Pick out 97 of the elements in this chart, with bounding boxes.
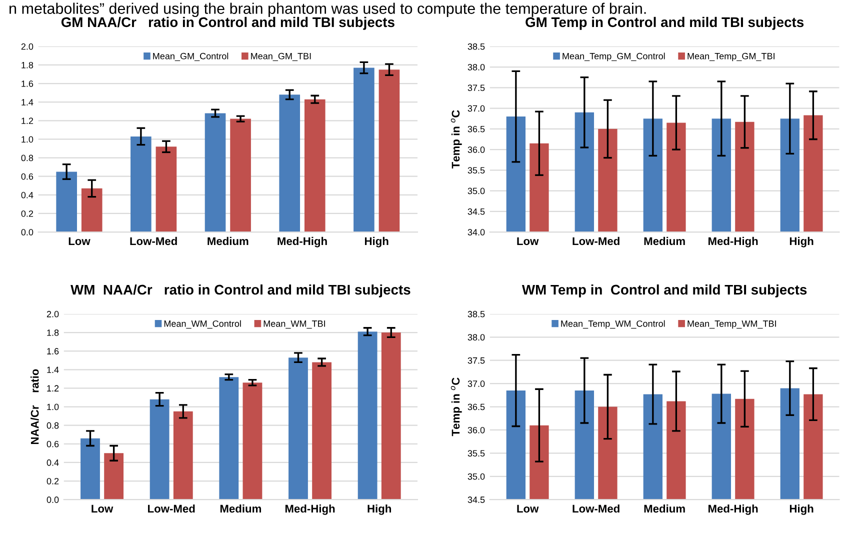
x-tick-label: High — [364, 236, 388, 248]
bar — [312, 362, 332, 500]
y-tick-label: 2.0 — [46, 310, 59, 318]
x-tick-label: Med-High — [285, 504, 335, 515]
y-tick-label: 0.6 — [46, 440, 59, 448]
x-tick-label: Medium — [644, 236, 685, 246]
x-tick-label: Med-High — [278, 236, 327, 248]
y-tick-label: 36.5 — [468, 404, 485, 410]
y-tick-label: 1.8 — [22, 62, 34, 68]
y-tick-label: 1.0 — [22, 136, 34, 143]
x-tick-label: Low-Med — [148, 504, 195, 513]
x-tick-label: Low-Med — [130, 236, 177, 246]
y-tick-label: 1.8 — [47, 329, 59, 336]
bar — [173, 411, 193, 500]
y-tick-label: 1.0 — [47, 404, 59, 410]
bar — [279, 94, 300, 232]
y-tick-label: 37.0 — [468, 105, 485, 112]
y-tick-label: 1.6 — [47, 348, 59, 354]
chart-title: GM NAA/Cr ratio in Control and mild TBI subjects — [61, 16, 394, 30]
x-tick-label: High — [790, 504, 814, 515]
y-tick-label: 0.2 — [46, 478, 59, 484]
y-tick-label: 0.8 — [46, 422, 59, 429]
legend-label: Mean_Temp_WM_Control — [561, 320, 665, 329]
bar — [242, 382, 262, 500]
y-tick-label: 0.4 — [46, 459, 59, 466]
bar — [288, 358, 308, 500]
y-tick-label: 0.4 — [21, 192, 34, 198]
bar — [104, 453, 124, 500]
x-tick-label: High — [368, 504, 392, 515]
legend-label: Mean_Temp_WM_TBI — [688, 320, 776, 329]
y-tick-label: 34.5 — [468, 496, 485, 503]
y-tick-label: 0.0 — [21, 229, 34, 236]
y-axis-title: NAA/Cr ratio — [30, 369, 39, 444]
x-tick-label: Low — [92, 504, 114, 513]
y-tick-label: 36.5 — [468, 126, 485, 132]
bar — [304, 99, 326, 232]
y-tick-label: 1.4 — [22, 99, 34, 106]
bar — [130, 136, 152, 232]
x-tick-label: Medium — [208, 236, 248, 246]
y-tick-label: 1.2 — [22, 118, 34, 124]
y-tick-label: 38.0 — [468, 64, 485, 70]
legend-label: Mean_Temp_GM_TBI — [688, 52, 774, 62]
y-tick-label: 38.5 — [468, 43, 485, 50]
y-tick-label: 38.0 — [468, 334, 485, 341]
y-tick-label: 37.0 — [468, 380, 485, 387]
y-tick-label: 36.0 — [468, 146, 485, 153]
x-tick-label: Med-High — [708, 504, 758, 515]
y-tick-label: 1.6 — [22, 80, 34, 87]
y-axis-title: Temp in $^{o}$C — [450, 110, 462, 169]
text: n metabolites” derived using the brain phantom was used to compute the temperature of brain. — [10, 2, 646, 17]
y-tick-label: 0.6 — [21, 173, 34, 180]
y-tick-label: 2.0 — [21, 43, 34, 50]
y-axis-title: Temp in $^{o}$C — [450, 378, 462, 436]
x-tick-label: High — [790, 236, 814, 248]
bar — [230, 118, 251, 232]
x-tick-label: Medium — [220, 504, 261, 513]
x-tick-label: Med-High — [708, 236, 758, 248]
bar — [150, 399, 170, 500]
bar — [81, 188, 102, 232]
x-tick-label: Low-Med — [572, 236, 620, 246]
x-tick-label: Low — [68, 237, 90, 246]
x-tick-label: Low-Med — [572, 504, 620, 513]
chart-title: WM Temp in Control and mild TBI subjects — [522, 284, 807, 298]
y-tick-label: 36.0 — [468, 426, 485, 434]
y-tick-label: 1.2 — [47, 385, 59, 392]
y-tick-label: 35.0 — [468, 188, 485, 194]
y-tick-label: 37.5 — [468, 357, 485, 364]
chart-title: WM NAA/Cr ratio in Control and mild TBI subjects — [70, 284, 410, 298]
legend-label: Mean_WM_TBI — [264, 320, 325, 329]
bar — [354, 68, 374, 232]
y-tick-label: 0.0 — [46, 496, 59, 503]
legend-label: Mean_Temp_GM_Control — [562, 52, 665, 62]
x-tick-label: Low — [517, 237, 539, 246]
y-tick-label: 35.5 — [468, 450, 485, 457]
bar — [80, 438, 100, 500]
y-tick-label: 0.8 — [21, 154, 34, 162]
legend-label: Mean_WM_Control — [164, 320, 241, 329]
x-tick-label: Low — [517, 504, 539, 513]
chart-title: GM Temp in Control and mild TBI subjects — [526, 16, 804, 30]
bar — [381, 332, 401, 500]
y-tick-label: 34.5 — [468, 208, 485, 215]
legend-label: Mean_GM_TBI — [251, 52, 311, 62]
legend-label: Mean_GM_Control — [153, 52, 228, 62]
y-tick-label: 35.5 — [468, 167, 485, 174]
y-tick-label: 35.0 — [468, 473, 485, 480]
y-tick-label: 38.5 — [468, 310, 485, 318]
bar — [358, 332, 378, 500]
x-tick-label: Medium — [644, 504, 685, 513]
y-tick-label: 37.5 — [468, 84, 485, 92]
y-tick-label: 1.4 — [47, 366, 59, 373]
bar — [56, 172, 77, 232]
bar — [204, 113, 226, 232]
bar — [156, 146, 177, 232]
y-tick-label: 34.0 — [468, 229, 485, 236]
y-tick-label: 0.2 — [21, 210, 34, 217]
bar — [378, 70, 400, 232]
bar — [219, 377, 239, 500]
